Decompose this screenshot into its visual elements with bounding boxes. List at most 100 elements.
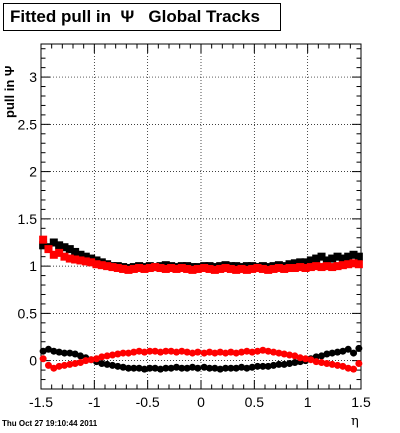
- data-point: [306, 263, 315, 272]
- data-point: [44, 361, 52, 369]
- data-point: [92, 260, 101, 269]
- x-tick-label: -1.5: [29, 394, 53, 410]
- data-point: [355, 344, 363, 352]
- data-point: [82, 357, 90, 365]
- data-point: [114, 350, 122, 358]
- data-point: [55, 248, 64, 257]
- data-point: [146, 347, 154, 355]
- data-point: [103, 262, 112, 271]
- data-point: [355, 359, 363, 367]
- data-point: [162, 347, 170, 355]
- data-point: [280, 264, 289, 273]
- data-point: [87, 258, 96, 267]
- data-point: [248, 363, 256, 371]
- data-point: [328, 349, 336, 357]
- data-point: [216, 348, 224, 356]
- data-point: [301, 258, 310, 267]
- data-point: [130, 364, 138, 372]
- data-point: [290, 264, 299, 273]
- y-tick-label: 1: [29, 258, 37, 274]
- data-point: [264, 347, 272, 355]
- data-point: [108, 351, 116, 359]
- data-point: [156, 264, 165, 273]
- data-point: [92, 355, 100, 363]
- data-point: [216, 264, 225, 273]
- x-axis-label: η: [351, 414, 359, 429]
- data-point: [81, 257, 90, 266]
- data-point: [39, 235, 48, 244]
- x-tick-label: 0.5: [245, 394, 265, 410]
- data-point: [172, 264, 181, 273]
- data-point: [178, 347, 186, 355]
- data-point: [167, 347, 175, 355]
- data-point: [200, 349, 208, 357]
- data-point: [328, 360, 336, 368]
- data-point: [275, 360, 283, 368]
- data-point: [151, 263, 160, 272]
- x-tick-label: -0.5: [136, 394, 160, 410]
- data-point: [344, 345, 352, 353]
- data-point: [140, 264, 149, 273]
- data-point: [344, 364, 352, 372]
- data-point: [258, 264, 267, 273]
- data-point: [129, 264, 138, 273]
- data-point: [210, 265, 219, 274]
- y-tick-label: 2: [29, 164, 37, 180]
- data-point: [312, 254, 321, 263]
- data-point: [296, 263, 305, 272]
- data-point: [124, 265, 133, 274]
- data-point: [55, 241, 64, 250]
- data-point: [172, 363, 180, 371]
- data-point: [280, 350, 288, 358]
- data-point: [211, 349, 219, 357]
- data-point: [114, 362, 122, 370]
- data-point: [65, 254, 74, 263]
- data-point: [227, 348, 235, 356]
- data-point: [206, 364, 214, 372]
- data-point: [103, 352, 111, 360]
- data-point: [307, 356, 315, 364]
- data-point: [291, 352, 299, 360]
- data-point: [119, 264, 128, 273]
- data-point: [183, 348, 191, 356]
- data-point: [242, 265, 251, 274]
- data-point: [49, 250, 58, 259]
- data-point: [302, 355, 310, 363]
- data-point: [344, 252, 353, 261]
- data-point: [161, 264, 170, 273]
- y-tick-label: 0.5: [18, 305, 38, 321]
- data-point: [237, 264, 246, 273]
- data-point: [55, 348, 63, 356]
- data-point: [135, 347, 143, 355]
- data-point: [338, 254, 347, 263]
- data-point: [113, 264, 122, 273]
- y-axis-label: pull in Ψ: [2, 65, 17, 118]
- data-point: [156, 348, 164, 356]
- data-point: [145, 264, 154, 273]
- chart-title: Fitted pull in Ψ Global Tracks: [3, 3, 281, 31]
- data-point: [76, 359, 84, 367]
- data-point: [167, 264, 176, 273]
- data-point: [162, 364, 170, 372]
- data-point: [248, 348, 256, 356]
- data-point: [194, 348, 202, 356]
- timestamp: Thu Oct 27 19:10:44 2011: [2, 419, 98, 428]
- data-point: [146, 364, 154, 372]
- data-point: [60, 252, 69, 261]
- data-point: [333, 262, 342, 271]
- data-point: [354, 260, 363, 269]
- data-point: [238, 348, 246, 356]
- data-point: [243, 364, 251, 372]
- data-point: [108, 263, 117, 272]
- data-point: [312, 262, 321, 271]
- data-point: [60, 361, 68, 369]
- data-point: [140, 348, 148, 356]
- data-point: [285, 264, 294, 273]
- data-point: [172, 348, 180, 356]
- data-point: [39, 347, 47, 355]
- data-point: [194, 364, 202, 372]
- data-point: [232, 364, 240, 372]
- data-point: [291, 359, 299, 367]
